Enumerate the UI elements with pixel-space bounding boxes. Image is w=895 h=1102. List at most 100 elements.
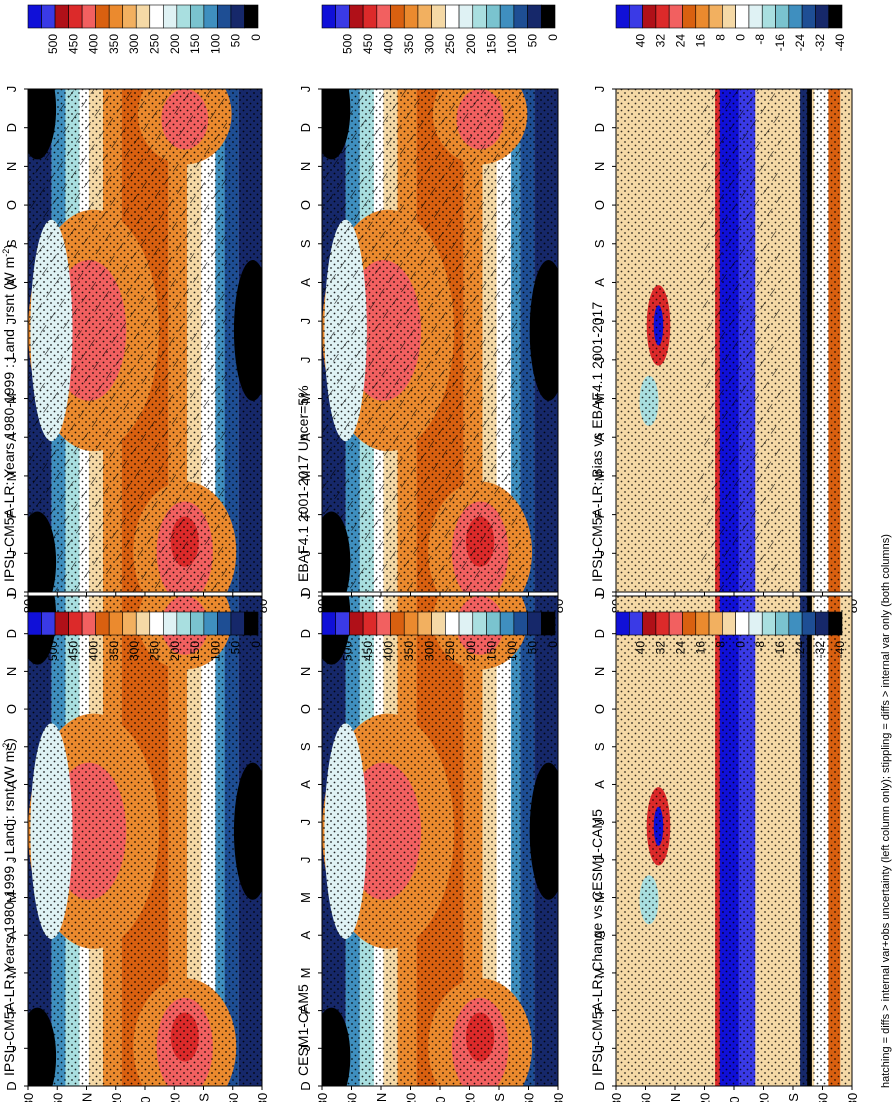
x-tick-label: A [592, 931, 607, 940]
y-tick-label: °S [492, 1093, 507, 1102]
x-tick-label: F [4, 1007, 19, 1015]
colorbar-label: 50 [229, 641, 243, 655]
colorbar-swatch [615, 4, 630, 29]
x-tick-label: A [4, 278, 19, 287]
colorbar-swatch [628, 611, 643, 636]
colorbar-swatch [801, 4, 816, 29]
colorbar-swatch [775, 611, 790, 636]
colorbar-label: 0 [733, 641, 747, 648]
colorbar-swatch [788, 4, 803, 29]
x-tick-label: M [298, 393, 313, 404]
colorbar-label: 32 [654, 641, 668, 655]
y-tick-label: 20 [404, 1093, 419, 1102]
colorbar-label: 450 [66, 641, 80, 661]
colorbar-swatch [642, 4, 657, 29]
colorbar-label: -40 [833, 641, 847, 659]
x-tick-label: N [4, 162, 19, 171]
colorbar-label: 400 [382, 641, 396, 661]
x-tick-label: J [298, 593, 313, 600]
colorbar-label: 8 [713, 34, 727, 41]
colorbar-label: 150 [188, 34, 202, 54]
x-tick-label: J [4, 550, 19, 557]
colorbar-swatch [828, 611, 843, 636]
colorbar-label: 40 [634, 641, 648, 655]
y-tick-label: 60 [50, 1093, 65, 1102]
colorbar-label: 200 [168, 34, 182, 54]
colorbar-swatch [527, 4, 542, 29]
colorbar-swatch [735, 4, 750, 29]
colorbar-swatch [162, 611, 178, 636]
colorbar-swatch [203, 611, 218, 636]
colorbar: 500 450 400 350 300 250 200 150 100 50 0 [27, 611, 263, 661]
colorbar-label: 400 [87, 34, 101, 54]
x-tick-label: J [592, 86, 607, 93]
colorbar-label: 500 [46, 34, 60, 54]
colorbar-label: 100 [505, 641, 519, 661]
x-tick-label: J [4, 86, 19, 93]
colorbar-label: 300 [127, 34, 141, 54]
x-tick-label: M [298, 471, 313, 482]
colorbar-label: 100 [208, 34, 222, 54]
colorbar-label: 0 [546, 641, 560, 648]
colorbar-label: 400 [382, 34, 396, 54]
panel-title: IPSL-CM5A-LR: Bias vs EBAF4.1 2001-2017 [589, 302, 605, 582]
colorbar-swatch [95, 4, 110, 29]
x-tick-label: O [4, 704, 19, 714]
heatmap-field [616, 89, 852, 592]
x-tick-label: J [298, 1045, 313, 1052]
x-tick-label: D [4, 587, 19, 596]
colorbar-swatch [458, 611, 474, 636]
colorbar-swatch [68, 4, 83, 29]
colorbar-label: 250 [443, 641, 457, 661]
colorbar-swatch [81, 611, 96, 636]
chart-panel-5: DJFMAMJJASONDJ8060°N20020°S6080IPSL-CM5A… [589, 4, 860, 613]
x-tick-label: F [298, 1007, 313, 1015]
colorbar-label: 0 [249, 641, 263, 648]
colorbar-swatch [122, 4, 137, 29]
x-tick-label: S [4, 239, 19, 248]
y-tick-label: 80 [255, 1093, 270, 1102]
colorbar-label: 350 [107, 34, 121, 54]
colorbar-swatch [695, 611, 710, 636]
colorbar-swatch [376, 4, 391, 29]
x-tick-label: J [298, 318, 313, 325]
colorbar-swatch [244, 4, 259, 29]
x-tick-label: J [592, 857, 607, 864]
x-tick-label: F [298, 511, 313, 519]
colorbar-label: 350 [402, 34, 416, 54]
y-tick-label: °N [80, 1093, 95, 1102]
y-tick-label: 80 [551, 1093, 566, 1102]
footer-note: hatching = diffs > internal var+obs unce… [880, 534, 892, 1088]
colorbar-swatch [801, 611, 816, 636]
x-tick-label: F [4, 511, 19, 519]
x-tick-label: A [592, 433, 607, 442]
colorbar-label: -16 [773, 34, 787, 52]
colorbar-swatch [108, 611, 124, 636]
x-tick-label: A [298, 780, 313, 789]
colorbar-label: 350 [107, 641, 121, 661]
x-tick-label: A [298, 433, 313, 442]
x-tick-label: A [4, 780, 19, 789]
colorbar-label: 150 [188, 641, 202, 661]
heatmap-field [322, 89, 558, 592]
colorbar-label: 0 [733, 34, 747, 41]
colorbar-label: 150 [484, 34, 498, 54]
y-tick-label: 20 [463, 1093, 478, 1102]
colorbar-swatch [668, 4, 683, 29]
colorbar-label: -16 [773, 641, 787, 659]
colorbar-label: 250 [443, 34, 457, 54]
colorbar: 500 450 400 350 300 250 200 150 100 50 0 [321, 4, 560, 54]
y-tick-label: 20 [109, 1093, 124, 1102]
x-tick-label: S [298, 239, 313, 248]
colorbar: 500 450 400 350 300 250 200 150 100 50 0 [321, 611, 560, 661]
colorbar-swatch [176, 4, 191, 29]
colorbar-swatch [135, 4, 151, 29]
colorbar-label: 250 [148, 34, 162, 54]
colorbar-swatch [217, 4, 232, 29]
colorbar-swatch [499, 4, 515, 29]
colorbar-label: 16 [693, 641, 707, 655]
x-tick-label: O [592, 200, 607, 210]
colorbar-label: 50 [525, 34, 539, 48]
